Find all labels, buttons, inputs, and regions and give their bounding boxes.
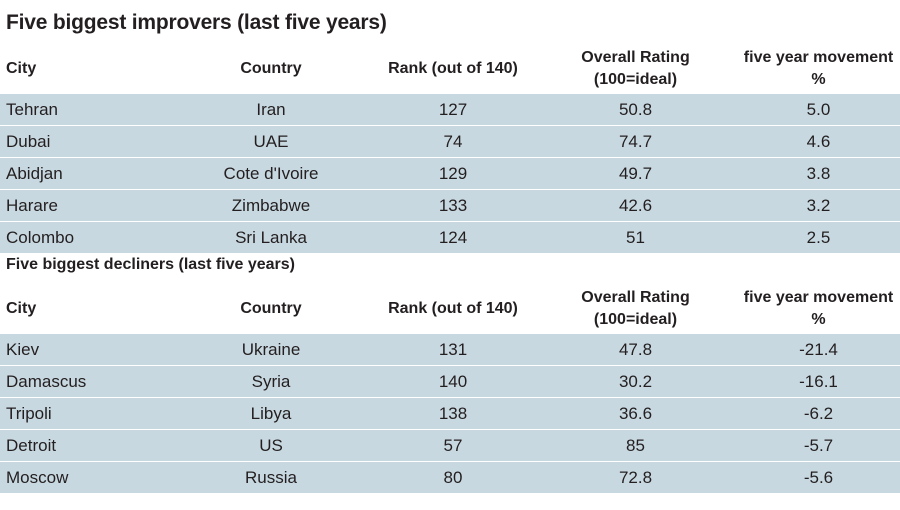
rating-cell: 47.8	[534, 334, 737, 366]
column-header-movement: five year movement %	[743, 49, 894, 88]
column-header-movement: five year movement %	[743, 289, 894, 328]
rank-cell: 138	[372, 397, 534, 430]
rating-cell: 49.7	[534, 157, 737, 190]
column-header-country: Country	[240, 300, 302, 317]
column-header-rating: Overall Rating (100=ideal)	[534, 284, 737, 334]
header-row: City Country Rank (out of 140) Overall R…	[0, 284, 900, 334]
column-header-rating-line1: Overall Rating	[581, 289, 690, 306]
decliners-table: City Country Rank (out of 140) Overall R…	[0, 284, 900, 493]
rating-cell: 72.8	[534, 461, 737, 493]
country-cell: Sri Lanka	[170, 221, 372, 253]
country-cell: Libya	[170, 397, 372, 430]
table-row: Damascus Syria 140 30.2 -16.1	[0, 365, 900, 398]
country-cell: Zimbabwe	[170, 189, 372, 222]
movement-cell: 2.5	[737, 221, 900, 253]
rank-cell: 129	[372, 157, 534, 190]
decliners-table-body: Kiev Ukraine 131 47.8 -21.4 Damascus Syria 140 3…	[0, 334, 900, 493]
rank-cell: 140	[372, 365, 534, 398]
movement-cell: 4.6	[737, 125, 900, 158]
city-cell: Abidjan	[0, 157, 170, 190]
column-header-rating-line1: Overall Rating	[581, 49, 690, 66]
city-cell: Damascus	[0, 365, 170, 398]
column-header-rank: Rank (out of 140)	[388, 300, 518, 317]
rating-cell: 36.6	[534, 397, 737, 430]
rank-cell: 133	[372, 189, 534, 222]
rank-cell: 57	[372, 429, 534, 462]
improvers-table: City Country Rank (out of 140) Overall R…	[0, 44, 900, 253]
country-cell: Syria	[170, 365, 372, 398]
table-title-improvers: Five biggest improvers (last five years)	[6, 11, 387, 34]
rating-cell: 50.8	[534, 94, 737, 126]
rating-cell: 51	[534, 221, 737, 253]
column-header-rating-line2: (100=ideal)	[593, 71, 678, 88]
movement-cell: 3.2	[737, 189, 900, 222]
table-row: Tehran Iran 127 50.8 5.0	[0, 94, 900, 126]
improvers-table-body: Tehran Iran 127 50.8 5.0 Dubai UAE 74 74.7 4.6 Abi…	[0, 94, 900, 253]
city-cell: Moscow	[0, 461, 170, 493]
rank-cell: 124	[372, 221, 534, 253]
column-header-rating: Overall Rating (100=ideal)	[534, 44, 737, 94]
rank-cell: 131	[372, 334, 534, 366]
rating-cell: 85	[534, 429, 737, 462]
rating-cell: 30.2	[534, 365, 737, 398]
movement-cell: -6.2	[737, 397, 900, 430]
country-cell: Russia	[170, 461, 372, 493]
rank-cell: 74	[372, 125, 534, 158]
table-row: Tripoli Libya 138 36.6 -6.2	[0, 397, 900, 430]
column-header-country: Country	[240, 60, 302, 77]
movement-cell: -16.1	[737, 365, 900, 398]
city-cell: Tehran	[0, 94, 170, 126]
country-cell: Cote d'Ivoire	[170, 157, 372, 190]
table-row: Dubai UAE 74 74.7 4.6	[0, 125, 900, 158]
country-cell: Iran	[170, 94, 372, 126]
table-row: Kiev Ukraine 131 47.8 -21.4	[0, 334, 900, 366]
city-cell: Colombo	[0, 221, 170, 253]
rating-cell: 74.7	[534, 125, 737, 158]
table-row: Colombo Sri Lanka 124 51 2.5	[0, 221, 900, 253]
movement-cell: -5.7	[737, 429, 900, 462]
movement-cell: -21.4	[737, 334, 900, 366]
column-header-city: City	[6, 300, 37, 317]
country-cell: US	[170, 429, 372, 462]
header-row: City Country Rank (out of 140) Overall R…	[0, 44, 900, 94]
city-cell: Tripoli	[0, 397, 170, 430]
country-cell: UAE	[170, 125, 372, 158]
movement-cell: 3.8	[737, 157, 900, 190]
column-header-rank: Rank (out of 140)	[388, 60, 518, 77]
city-cell: Kiev	[0, 334, 170, 366]
city-cell: Harare	[0, 189, 170, 222]
country-cell: Ukraine	[170, 334, 372, 366]
movement-cell: 5.0	[737, 94, 900, 126]
rating-cell: 42.6	[534, 189, 737, 222]
table-row: Detroit US 57 85 -5.7	[0, 429, 900, 462]
column-header-rating-line2: (100=ideal)	[593, 311, 678, 328]
rank-cell: 127	[372, 94, 534, 126]
movement-cell: -5.6	[737, 461, 900, 493]
table-title-decliners: Five biggest decliners (last five years)	[6, 256, 296, 273]
rank-cell: 80	[372, 461, 534, 493]
city-cell: Detroit	[0, 429, 170, 462]
table-row: Abidjan Cote d'Ivoire 129 49.7 3.8	[0, 157, 900, 190]
table-row: Harare Zimbabwe 133 42.6 3.2	[0, 189, 900, 222]
table-row: Moscow Russia 80 72.8 -5.6	[0, 461, 900, 493]
city-cell: Dubai	[0, 125, 170, 158]
column-header-city: City	[6, 60, 37, 77]
